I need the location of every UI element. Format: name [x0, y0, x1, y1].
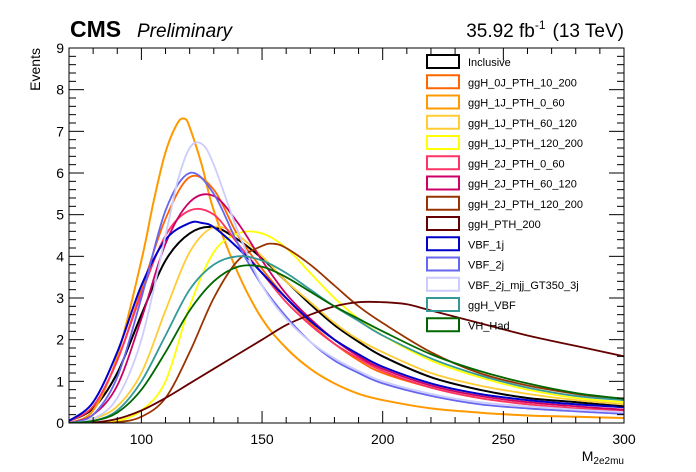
series-line-11	[69, 171, 624, 423]
curve-layer	[69, 117, 624, 423]
x-axis-title: M2e2mu	[582, 448, 624, 467]
y-tick-label: 1	[56, 373, 64, 389]
legend-swatch-4	[426, 114, 460, 130]
legend: Inclusive ggH_0J_PTH_10_200 ggH_1J_PTH_0_6…	[426, 54, 583, 333]
y-tick-label: 8	[56, 82, 64, 98]
legend-swatch-12	[426, 276, 460, 292]
legend-label-5: ggH_1J_PTH_120_200	[468, 138, 583, 150]
legend-label-1: Inclusive	[468, 57, 511, 69]
legend-label-14: VH_Had	[468, 320, 510, 332]
legend-swatch-13	[426, 297, 460, 312]
series-line-4	[69, 225, 624, 423]
series-line-3	[69, 117, 624, 423]
legend-swatch-9	[426, 216, 460, 231]
luminosity-exponent: -1	[535, 18, 546, 32]
series-line-10	[69, 220, 624, 422]
legend-label-4: ggH_1J_PTH_60_120	[468, 118, 577, 130]
x-axis-title-subscript: 2e2mu	[593, 456, 624, 467]
x-tick-label: 200	[371, 431, 395, 447]
luminosity-label: 35.92 fb-1 (13 TeV)	[466, 18, 624, 42]
y-tick-label: 7	[56, 123, 64, 139]
series-line-8	[69, 242, 624, 423]
luminosity-value: 35.92 fb	[466, 21, 535, 42]
axis-layer: 0 1 2 3 4 5 6 7 8 9 100 150 200 250 300	[56, 40, 636, 447]
legend-label-12: VBF_2j_mjj_GT350_3j	[468, 280, 579, 292]
legend-swatch-3	[426, 94, 460, 110]
legend-label-9: ggH_PTH_200	[468, 219, 541, 231]
legend-label-11: VBF_2j	[468, 260, 504, 272]
x-tick-label: 250	[492, 431, 516, 447]
x-tick-label: 100	[130, 431, 154, 447]
legend-swatch-2	[426, 74, 460, 90]
y-tick-label: 6	[56, 165, 64, 181]
legend-label-10: VBF_1j	[468, 239, 504, 251]
legend-label-2: ggH_0J_PTH_10_200	[468, 77, 577, 89]
legend-swatch-8	[426, 195, 460, 211]
series-line-9	[69, 300, 624, 423]
y-tick-label: 0	[56, 415, 64, 431]
series-line-13	[69, 255, 624, 423]
y-tick-label: 5	[56, 207, 64, 223]
y-tick-label: 4	[56, 248, 64, 264]
y-tick-label: 3	[56, 290, 64, 306]
energy-value: (13 TeV)	[553, 21, 624, 42]
y-tick-label: 2	[56, 332, 64, 348]
legend-swatch-6	[426, 155, 460, 171]
legend-swatch-1	[426, 54, 460, 69]
legend-label-3: ggH_1J_PTH_0_60	[468, 98, 565, 110]
plot-frame	[68, 47, 625, 424]
legend-label-6: ggH_2J_PTH_0_60	[468, 158, 565, 170]
x-tick-label: 150	[250, 431, 274, 447]
series-line-14	[69, 264, 624, 423]
y-tick-label: 9	[56, 40, 64, 56]
x-axis-title-main: M	[582, 448, 594, 464]
legend-swatch-11	[426, 256, 460, 272]
legend-swatch-10	[426, 236, 460, 252]
legend-label-13: ggH_VBF	[468, 300, 516, 312]
series-line-12	[69, 141, 624, 423]
status-label: Preliminary	[137, 21, 234, 42]
legend-swatch-7	[426, 175, 460, 191]
series-line-7	[69, 193, 624, 423]
experiment-label: CMS	[70, 16, 121, 42]
series-line-6	[69, 207, 624, 422]
y-axis-title: Events	[27, 48, 43, 91]
legend-label-7: ggH_2J_PTH_60_120	[468, 179, 577, 191]
legend-label-8: ggH_2J_PTH_120_200	[468, 199, 583, 211]
x-tick-label: 300	[612, 431, 636, 447]
legend-swatch-14	[426, 317, 460, 333]
legend-swatch-5	[426, 135, 460, 150]
